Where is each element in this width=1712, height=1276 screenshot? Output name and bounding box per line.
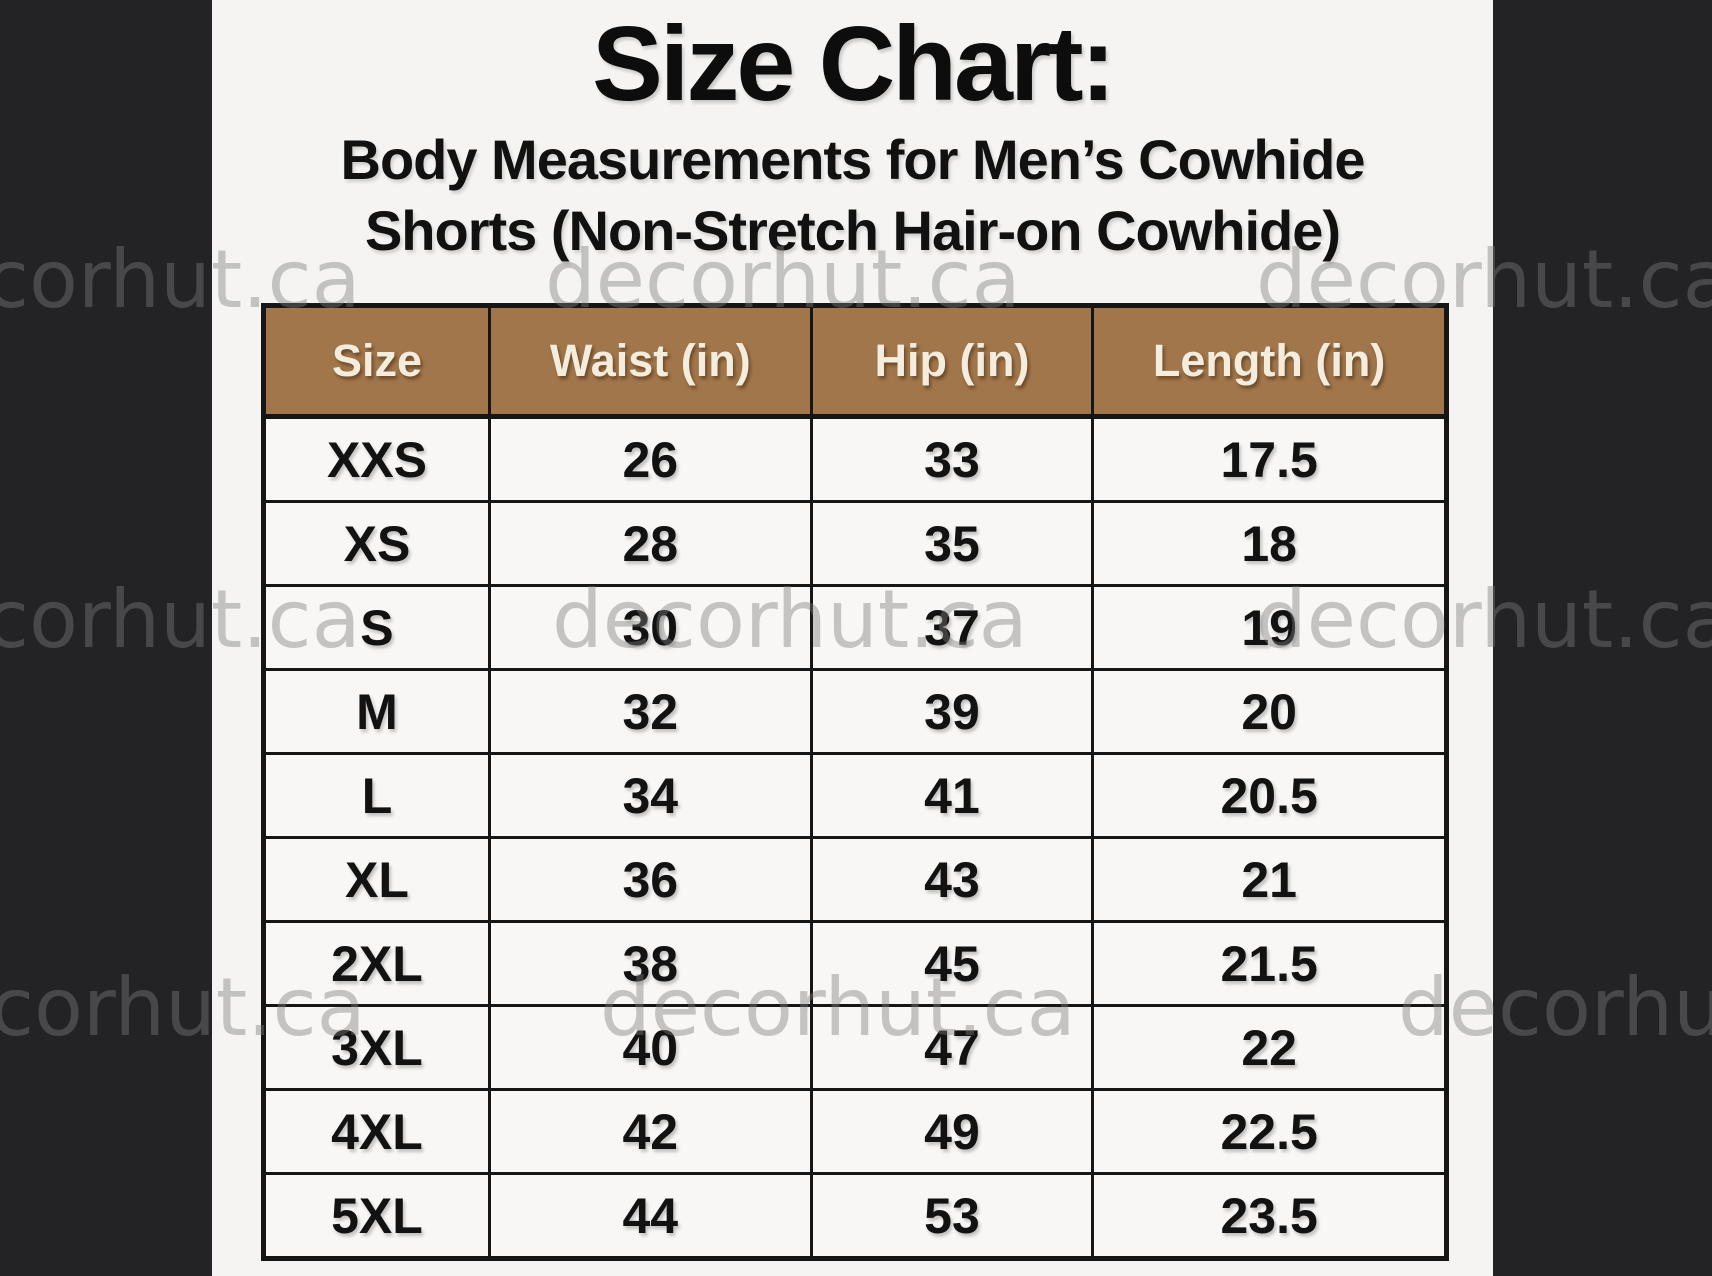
table-row: 4XL 42 49 22.5 [262, 1088, 1448, 1175]
table-cell: XS [262, 500, 491, 587]
column-header: Hip (in) [809, 304, 1095, 419]
table-cell: 37 [809, 584, 1095, 671]
table-cell: 17.5 [1091, 415, 1448, 503]
table-cell: 18 [1091, 500, 1448, 587]
table-cell: 43 [809, 836, 1095, 923]
table-cell: 22.5 [1091, 1088, 1448, 1175]
table-cell: 38 [487, 920, 813, 1007]
subtitle-line-2: Shorts (Non-Stretch Hair-on Cowhide) [364, 199, 1341, 263]
table-row: XXS 26 33 17.5 [262, 415, 1448, 503]
table-cell: 41 [809, 752, 1095, 839]
page-title: Size Chart: [592, 5, 1116, 123]
table-cell: 42 [487, 1088, 813, 1175]
table-cell: 5XL [262, 1172, 491, 1260]
table-row: L 34 41 20.5 [262, 752, 1448, 839]
table-cell: 53 [809, 1172, 1095, 1260]
table-cell: XL [262, 836, 491, 923]
table-cell: 19 [1091, 584, 1448, 671]
table-cell: 39 [809, 668, 1095, 755]
table-cell: L [262, 752, 491, 839]
size-table: Size Waist (in) Hip (in) Length (in) XXS 26 3… [261, 303, 1449, 1261]
table-cell: XXS [262, 415, 491, 503]
table-row: XS 28 35 18 [262, 500, 1448, 587]
table-cell: 32 [487, 668, 813, 755]
table-row: 5XL 44 53 23.5 [262, 1172, 1448, 1260]
table-cell: 28 [487, 500, 813, 587]
table-cell: 47 [809, 1004, 1095, 1091]
table-cell: 26 [487, 415, 813, 503]
table-cell: 3XL [262, 1004, 491, 1091]
table-row: XL 36 43 21 [262, 836, 1448, 923]
size-table-body: XXS 26 33 17.5 XS 28 35 18 S 30 37 19 M 32 39 20 L 34 41 20… [262, 415, 1448, 1260]
table-row: 3XL 40 47 22 [262, 1004, 1448, 1091]
table-cell: 34 [487, 752, 813, 839]
table-row: M 32 39 20 [262, 668, 1448, 755]
table-cell: 45 [809, 920, 1095, 1007]
header-row: Size Waist (in) Hip (in) Length (in) [262, 304, 1448, 419]
table-row: 2XL 38 45 21.5 [262, 920, 1448, 1007]
table-cell: 23.5 [1091, 1172, 1448, 1260]
table-cell: M [262, 668, 491, 755]
size-table-header: Size Waist (in) Hip (in) Length (in) [262, 304, 1448, 419]
table-cell: 35 [809, 500, 1095, 587]
table-cell: 20 [1091, 668, 1448, 755]
column-header: Length (in) [1091, 304, 1448, 419]
table-cell: S [262, 584, 491, 671]
table-cell: 4XL [262, 1088, 491, 1175]
subtitle-line-1: Body Measurements for Men’s Cowhide [340, 128, 1366, 192]
table-cell: 40 [487, 1004, 813, 1091]
table-cell: 33 [809, 415, 1095, 503]
table-cell: 2XL [262, 920, 491, 1007]
table-cell: 21 [1091, 836, 1448, 923]
column-header: Size [262, 304, 491, 419]
table-cell: 21.5 [1091, 920, 1448, 1007]
table-cell: 30 [487, 584, 813, 671]
table-cell: 44 [487, 1172, 813, 1260]
table-cell: 49 [809, 1088, 1095, 1175]
table-cell: 22 [1091, 1004, 1448, 1091]
table-cell: 36 [487, 836, 813, 923]
subtitle: Body Measurements for Men’s Cowhide Shor… [212, 124, 1493, 266]
content-canvas: Size Chart: Body Measurements for Men’s … [212, 0, 1493, 1276]
table-cell: 20.5 [1091, 752, 1448, 839]
column-header: Waist (in) [487, 304, 813, 419]
table-row: S 30 37 19 [262, 584, 1448, 671]
